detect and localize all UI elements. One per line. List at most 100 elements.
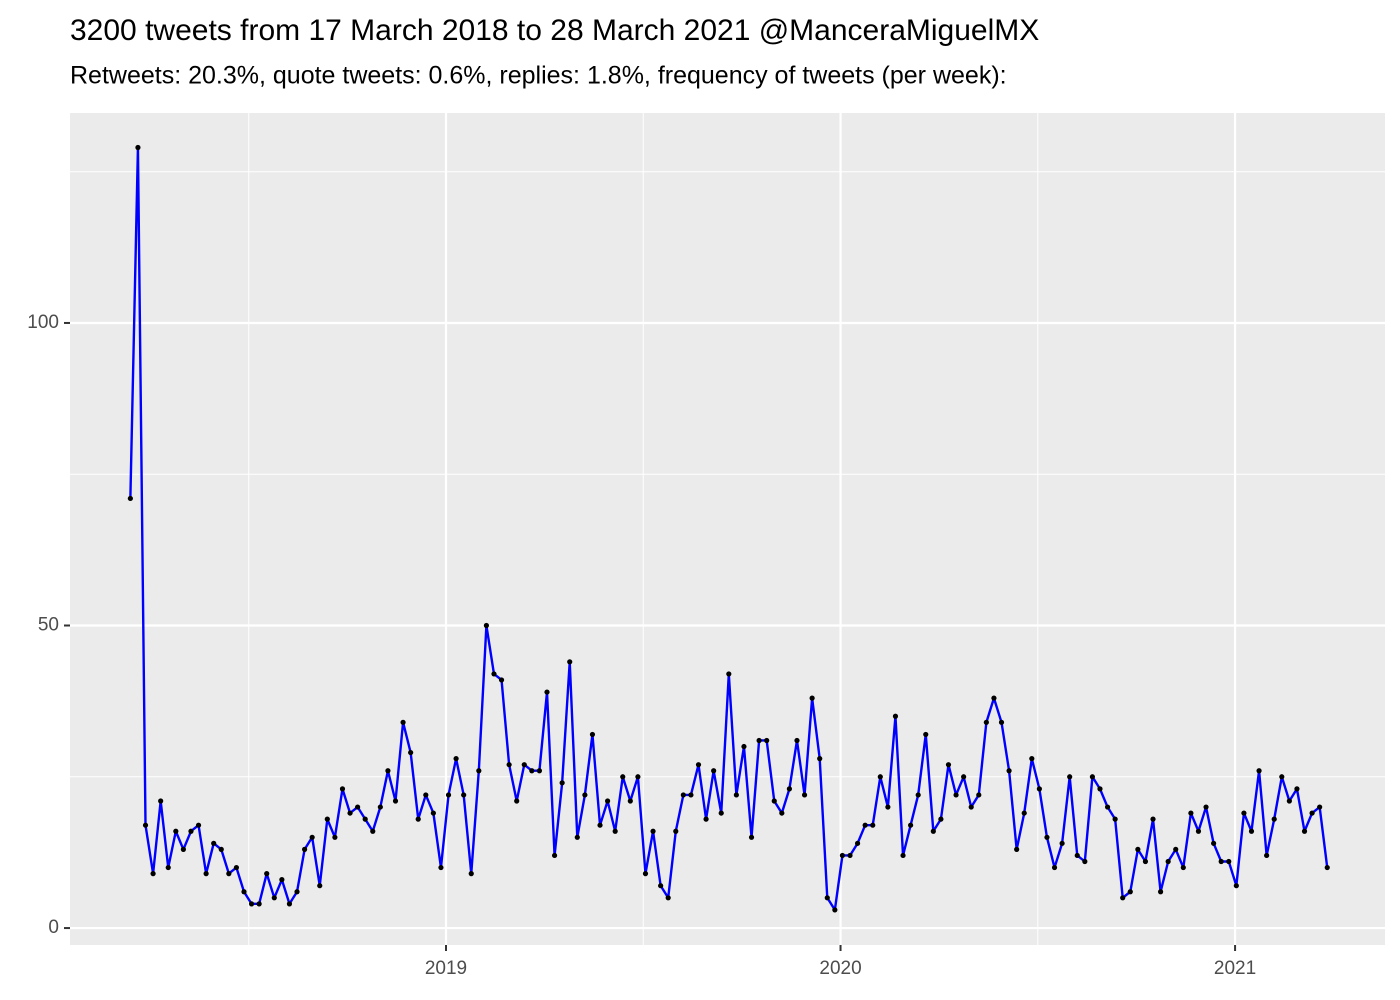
point [317, 883, 323, 889]
point [377, 804, 383, 810]
point [786, 786, 793, 792]
point [506, 762, 512, 768]
point [347, 810, 353, 816]
point [1157, 889, 1164, 895]
point [211, 840, 217, 846]
point [604, 798, 611, 804]
point [498, 677, 505, 683]
point [612, 828, 618, 834]
point [453, 756, 459, 762]
point [529, 768, 535, 774]
point [711, 768, 717, 774]
point [1271, 816, 1277, 822]
point [824, 895, 830, 901]
point [923, 731, 929, 738]
point [680, 792, 686, 798]
point [945, 762, 952, 768]
point [1226, 858, 1232, 865]
point [900, 852, 906, 859]
point [703, 816, 709, 822]
point [309, 834, 315, 840]
point [1173, 846, 1179, 852]
point [1089, 774, 1096, 780]
point [809, 695, 815, 701]
point [642, 870, 649, 877]
y-tick-label: 0 [48, 917, 59, 938]
point [839, 852, 846, 859]
point [536, 768, 543, 774]
point [938, 816, 944, 822]
point [870, 822, 876, 828]
point [264, 870, 270, 877]
point [150, 870, 156, 877]
point [915, 792, 921, 798]
point [953, 792, 959, 798]
point [832, 907, 838, 913]
point [1203, 804, 1209, 810]
point [688, 792, 694, 798]
point [991, 695, 997, 701]
point [597, 822, 603, 828]
point [408, 749, 414, 756]
point [1029, 756, 1035, 762]
point [589, 731, 596, 738]
point [559, 780, 565, 786]
point [400, 719, 406, 725]
point [794, 737, 800, 744]
point [135, 144, 141, 151]
point [324, 816, 330, 822]
point [1264, 852, 1270, 859]
point [1067, 774, 1073, 780]
point [203, 870, 209, 877]
x-tick-label: 2020 [819, 958, 861, 979]
point [771, 798, 777, 804]
point [180, 846, 186, 852]
grid [70, 113, 1385, 945]
point [817, 756, 823, 762]
point [620, 774, 626, 780]
point [188, 828, 194, 834]
point [158, 798, 164, 804]
point [892, 713, 899, 719]
point [976, 792, 982, 798]
point [165, 864, 171, 871]
panel [70, 113, 1385, 945]
point [930, 828, 936, 834]
point [673, 828, 679, 834]
point [1104, 804, 1111, 810]
point [1248, 828, 1255, 834]
point [1256, 768, 1262, 774]
point [1036, 786, 1042, 792]
x-tick-label: 2019 [425, 958, 467, 979]
point [1051, 864, 1058, 871]
point [370, 828, 376, 834]
point [423, 792, 429, 798]
point [627, 798, 633, 804]
point [1150, 816, 1156, 822]
point [1218, 858, 1224, 865]
point [173, 828, 179, 834]
point [1188, 810, 1194, 816]
point [461, 792, 467, 798]
point [567, 659, 573, 665]
point [1286, 798, 1292, 804]
point [998, 719, 1005, 725]
point [718, 810, 724, 816]
point [1233, 883, 1239, 889]
point [1211, 840, 1217, 846]
point [756, 737, 762, 744]
point [256, 901, 262, 907]
point [854, 840, 861, 846]
point [1324, 864, 1330, 871]
point [885, 804, 891, 810]
point [582, 792, 588, 798]
point [748, 834, 755, 840]
point [1006, 768, 1012, 774]
point [733, 792, 739, 798]
point [248, 901, 255, 907]
point [1112, 816, 1118, 822]
point [847, 852, 853, 859]
y-tick-label: 100 [27, 312, 59, 333]
point [332, 834, 338, 840]
point [1097, 786, 1103, 792]
